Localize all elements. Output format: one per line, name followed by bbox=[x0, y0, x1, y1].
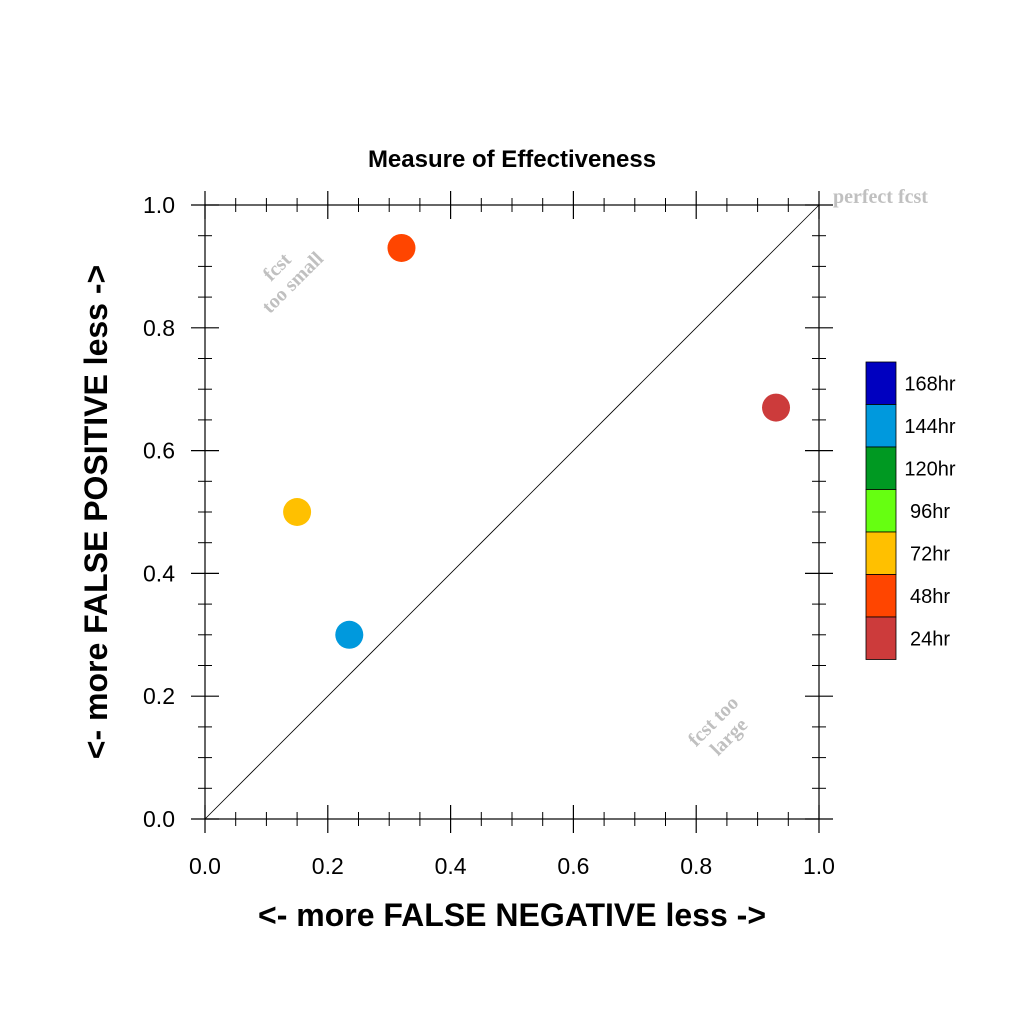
legend-swatch-168hr bbox=[865, 361, 897, 405]
legend-swatch-24hr bbox=[865, 616, 897, 660]
x-tick-label: 1.0 bbox=[803, 853, 835, 879]
y-tick-label: 0.8 bbox=[143, 315, 175, 341]
y-tick-label: 0.0 bbox=[143, 806, 175, 832]
data-point-24hr bbox=[762, 393, 791, 422]
chart-title: Measure of Effectiveness bbox=[368, 146, 656, 173]
x-axis-label: <- more FALSE NEGATIVE less -> bbox=[258, 897, 766, 933]
legend-swatch-48hr bbox=[865, 574, 897, 618]
legend: 168hr 144hr 120hr 96hr 72hr 48hr 24hr bbox=[865, 361, 956, 660]
data-point-72hr bbox=[283, 498, 312, 526]
y-axis-label: <- more FALSE POSITIVE less -> bbox=[78, 265, 114, 759]
x-tick-label: 0.2 bbox=[312, 853, 344, 879]
too-large-annotation: fcst too large bbox=[684, 692, 752, 760]
diagonal-reference-line bbox=[204, 204, 820, 820]
data-points bbox=[283, 233, 791, 649]
legend-label-120hr: 120hr bbox=[904, 458, 955, 480]
legend-swatch-72hr bbox=[865, 531, 897, 575]
y-tick-label: 1.0 bbox=[143, 192, 175, 218]
too-small-annotation: fcst too small bbox=[258, 247, 328, 317]
x-tick-label: 0.0 bbox=[189, 853, 221, 879]
x-tick-label: 0.4 bbox=[435, 853, 467, 879]
x-ticks: 0.0 0.2 0.4 0.6 0.8 1.0 bbox=[189, 191, 835, 879]
legend-swatch-144hr bbox=[865, 404, 897, 448]
y-tick-label: 0.6 bbox=[143, 438, 175, 464]
x-tick-label: 0.6 bbox=[557, 853, 589, 879]
legend-label-96hr: 96hr bbox=[910, 501, 950, 523]
legend-swatch-120hr bbox=[865, 446, 897, 490]
y-tick-label: 0.2 bbox=[143, 683, 175, 709]
legend-label-24hr: 24hr bbox=[910, 628, 950, 650]
legend-label-144hr: 144hr bbox=[904, 416, 955, 438]
x-tick-label: 0.8 bbox=[680, 853, 712, 879]
legend-label-168hr: 168hr bbox=[904, 373, 955, 395]
legend-label-72hr: 72hr bbox=[910, 543, 950, 565]
data-point-48hr bbox=[387, 233, 416, 262]
legend-swatch-96hr bbox=[865, 489, 897, 533]
legend-label-48hr: 48hr bbox=[910, 586, 950, 608]
too-small-annotation-line2: too small bbox=[258, 247, 328, 317]
perfect-forecast-annotation: perfect fcst bbox=[833, 186, 928, 208]
y-tick-label: 0.4 bbox=[143, 560, 175, 586]
y-ticks: 0.0 0.2 0.4 0.6 0.8 1.0 bbox=[143, 192, 833, 832]
data-point-144hr bbox=[335, 620, 364, 649]
